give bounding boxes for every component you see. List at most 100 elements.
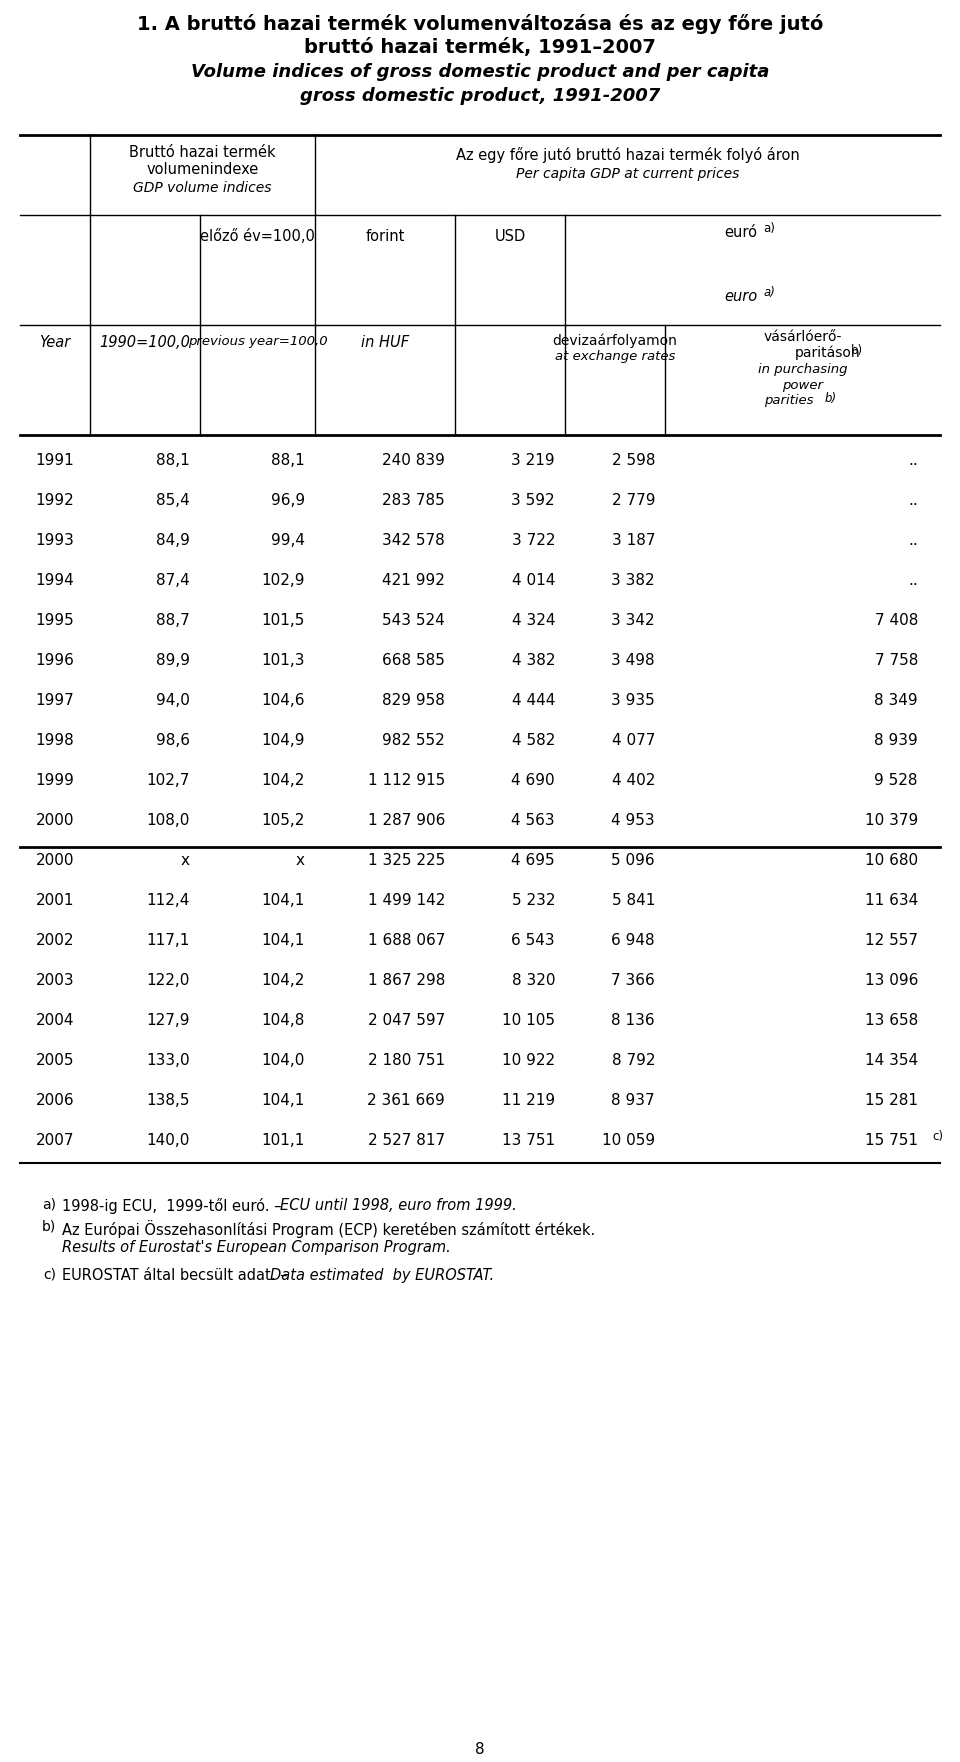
Text: 3 592: 3 592 [512, 493, 555, 507]
Text: 3 382: 3 382 [612, 573, 655, 589]
Text: 13 751: 13 751 [502, 1133, 555, 1149]
Text: 140,0: 140,0 [147, 1133, 190, 1149]
Text: a): a) [763, 222, 776, 234]
Text: 2 598: 2 598 [612, 453, 655, 469]
Text: 8 939: 8 939 [875, 733, 918, 749]
Text: 4 444: 4 444 [512, 692, 555, 708]
Text: 105,2: 105,2 [262, 812, 305, 828]
Text: 7 408: 7 408 [875, 613, 918, 627]
Text: 102,7: 102,7 [147, 774, 190, 788]
Text: ..: .. [908, 573, 918, 589]
Text: 84,9: 84,9 [156, 532, 190, 548]
Text: Results of Eurostat's European Comparison Program.: Results of Eurostat's European Compariso… [62, 1240, 451, 1255]
Text: 2005: 2005 [36, 1054, 74, 1068]
Text: 543 524: 543 524 [382, 613, 445, 627]
Text: 3 935: 3 935 [612, 692, 655, 708]
Text: 10 059: 10 059 [602, 1133, 655, 1149]
Text: 829 958: 829 958 [382, 692, 445, 708]
Text: 87,4: 87,4 [156, 573, 190, 589]
Text: 3 342: 3 342 [612, 613, 655, 627]
Text: 15 281: 15 281 [865, 1092, 918, 1108]
Text: b): b) [851, 344, 863, 358]
Text: ..: .. [908, 453, 918, 469]
Text: 342 578: 342 578 [382, 532, 445, 548]
Text: 104,1: 104,1 [262, 934, 305, 948]
Text: 122,0: 122,0 [147, 973, 190, 988]
Text: 1994: 1994 [36, 573, 74, 589]
Text: 1 867 298: 1 867 298 [368, 973, 445, 988]
Text: 8 937: 8 937 [612, 1092, 655, 1108]
Text: 2003: 2003 [36, 973, 74, 988]
Text: c): c) [932, 1129, 943, 1144]
Text: 10 105: 10 105 [502, 1013, 555, 1027]
Text: 15 751: 15 751 [865, 1133, 918, 1149]
Text: 6 948: 6 948 [612, 934, 655, 948]
Text: 8 320: 8 320 [512, 973, 555, 988]
Text: 2006: 2006 [36, 1092, 74, 1108]
Text: 1 287 906: 1 287 906 [368, 812, 445, 828]
Text: 104,2: 104,2 [262, 774, 305, 788]
Text: 99,4: 99,4 [271, 532, 305, 548]
Text: 98,6: 98,6 [156, 733, 190, 749]
Text: 2 779: 2 779 [612, 493, 655, 507]
Text: 88,7: 88,7 [156, 613, 190, 627]
Text: 127,9: 127,9 [147, 1013, 190, 1027]
Text: 10 922: 10 922 [502, 1054, 555, 1068]
Text: 11 634: 11 634 [865, 893, 918, 907]
Text: 1995: 1995 [36, 613, 74, 627]
Text: 96,9: 96,9 [271, 493, 305, 507]
Text: 3 722: 3 722 [512, 532, 555, 548]
Text: 104,1: 104,1 [262, 1092, 305, 1108]
Text: 4 402: 4 402 [612, 774, 655, 788]
Text: 104,2: 104,2 [262, 973, 305, 988]
Text: 112,4: 112,4 [147, 893, 190, 907]
Text: 9 528: 9 528 [875, 774, 918, 788]
Text: Bruttó hazai termék: Bruttó hazai termék [130, 144, 276, 160]
Text: 104,0: 104,0 [262, 1054, 305, 1068]
Text: 10 379: 10 379 [865, 812, 918, 828]
Text: 1 112 915: 1 112 915 [368, 774, 445, 788]
Text: 4 953: 4 953 [612, 812, 655, 828]
Text: devizaárfolyamon: devizaárfolyamon [553, 333, 678, 347]
Text: 8 349: 8 349 [875, 692, 918, 708]
Text: x: x [296, 853, 305, 869]
Text: 104,1: 104,1 [262, 893, 305, 907]
Text: ..: .. [908, 532, 918, 548]
Text: 7 366: 7 366 [612, 973, 655, 988]
Text: 13 658: 13 658 [865, 1013, 918, 1027]
Text: a): a) [763, 285, 776, 300]
Text: 1 499 142: 1 499 142 [368, 893, 445, 907]
Text: előző év=100,0: előző év=100,0 [200, 229, 315, 243]
Text: 7 758: 7 758 [875, 654, 918, 668]
Text: 1990=100,0: 1990=100,0 [100, 335, 190, 351]
Text: 133,0: 133,0 [146, 1054, 190, 1068]
Text: volumenindexe: volumenindexe [146, 162, 258, 176]
Text: 85,4: 85,4 [156, 493, 190, 507]
Text: 5 841: 5 841 [612, 893, 655, 907]
Text: 4 695: 4 695 [512, 853, 555, 869]
Text: 12 557: 12 557 [865, 934, 918, 948]
Text: 2 361 669: 2 361 669 [368, 1092, 445, 1108]
Text: bruttó hazai termék, 1991–2007: bruttó hazai termék, 1991–2007 [304, 39, 656, 56]
Text: euró: euró [724, 226, 757, 240]
Text: 2002: 2002 [36, 934, 74, 948]
Text: forint: forint [366, 229, 405, 243]
Text: 2000: 2000 [36, 853, 74, 869]
Text: paritáson: paritáson [795, 345, 860, 361]
Text: 2007: 2007 [36, 1133, 74, 1149]
Text: 1 325 225: 1 325 225 [368, 853, 445, 869]
Text: 283 785: 283 785 [382, 493, 445, 507]
Text: 668 585: 668 585 [382, 654, 445, 668]
Text: 1999: 1999 [36, 774, 75, 788]
Text: 89,9: 89,9 [156, 654, 190, 668]
Text: 101,5: 101,5 [262, 613, 305, 627]
Text: 2 180 751: 2 180 751 [368, 1054, 445, 1068]
Text: 3 498: 3 498 [612, 654, 655, 668]
Text: 1998: 1998 [36, 733, 74, 749]
Text: 8: 8 [475, 1743, 485, 1757]
Text: 101,1: 101,1 [262, 1133, 305, 1149]
Text: 8 136: 8 136 [612, 1013, 655, 1027]
Text: 1 688 067: 1 688 067 [368, 934, 445, 948]
Text: 2004: 2004 [36, 1013, 74, 1027]
Text: 14 354: 14 354 [865, 1054, 918, 1068]
